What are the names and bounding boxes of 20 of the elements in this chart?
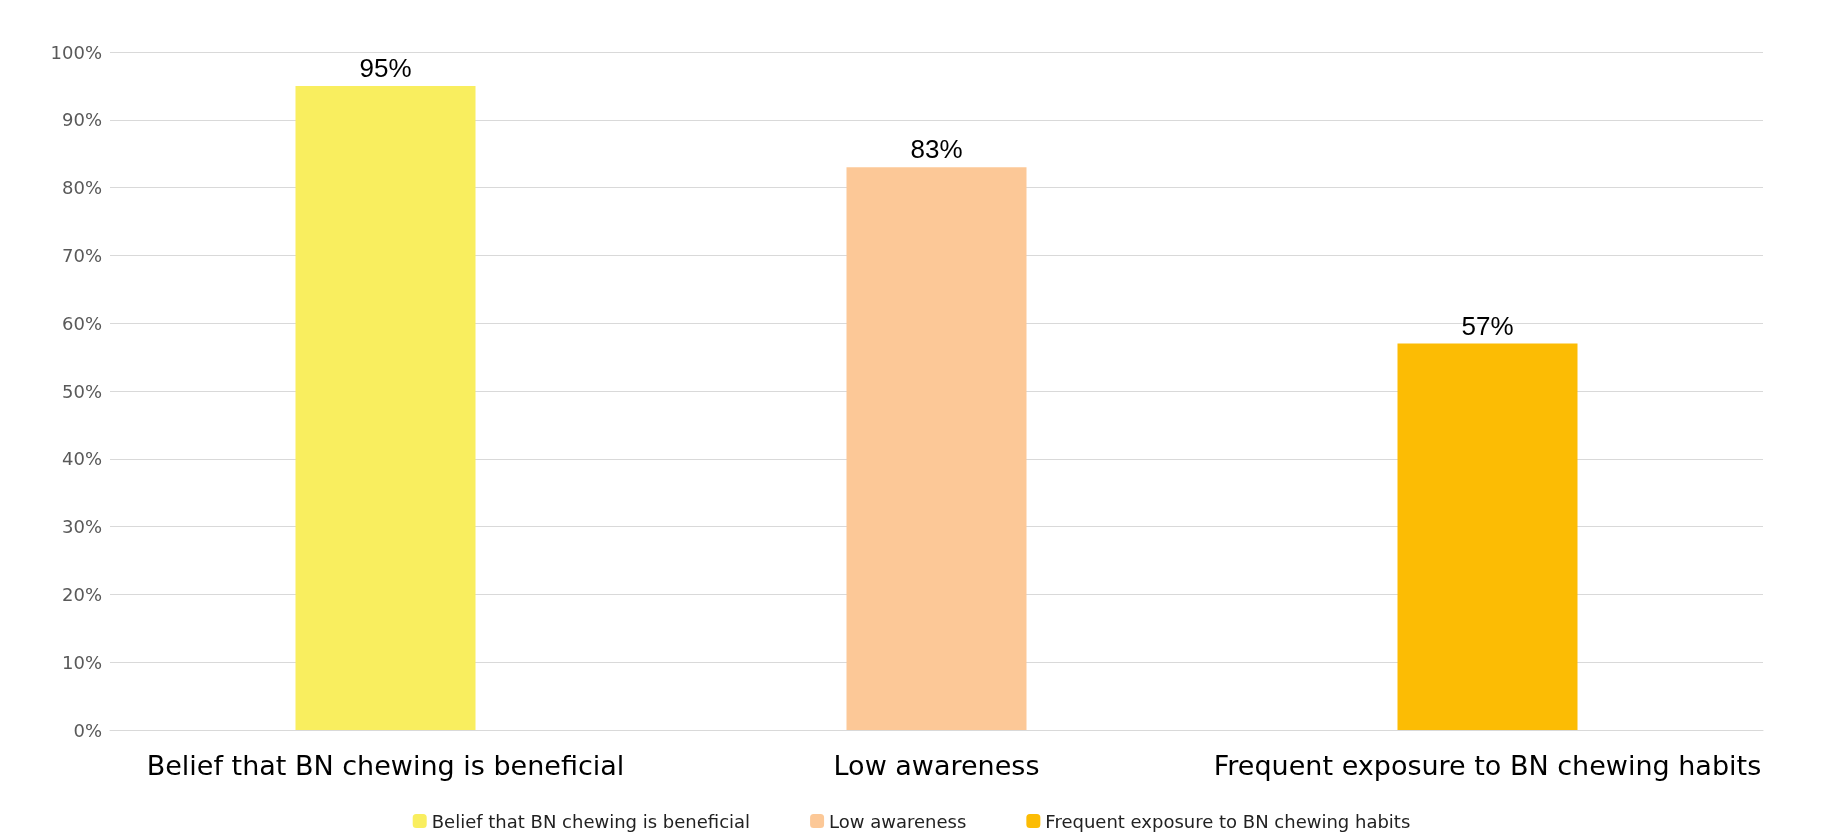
y-tick-label: 60% (61, 312, 102, 334)
y-tick-label: 80% (61, 177, 102, 199)
x-tick-label: Belief that BN chewing is beneficial (146, 750, 625, 781)
x-tick-label: Low awareness (833, 750, 1040, 781)
y-tick-label: 10% (61, 651, 102, 673)
y-tick-label: 30% (61, 516, 102, 538)
y-tick-label: 50% (61, 380, 102, 402)
y-tick-label: 100% (50, 41, 102, 63)
y-tick-label: 0% (73, 719, 102, 741)
legend-label: Belief that BN chewing is beneficial (431, 810, 751, 832)
data-label: 95% (359, 52, 412, 83)
y-tick-label: 40% (61, 448, 102, 470)
y-tick-label: 70% (61, 244, 102, 266)
legend-label: Low awareness (829, 810, 967, 832)
data-label: 57% (1461, 310, 1514, 341)
x-tick-label: Frequent exposure to BN chewing habits (1213, 750, 1762, 781)
data-label: 83% (910, 134, 963, 165)
y-tick-label: 20% (61, 583, 102, 605)
legend-label: Frequent exposure to BN chewing habits (1045, 810, 1411, 832)
y-tick-label: 90% (61, 109, 102, 131)
